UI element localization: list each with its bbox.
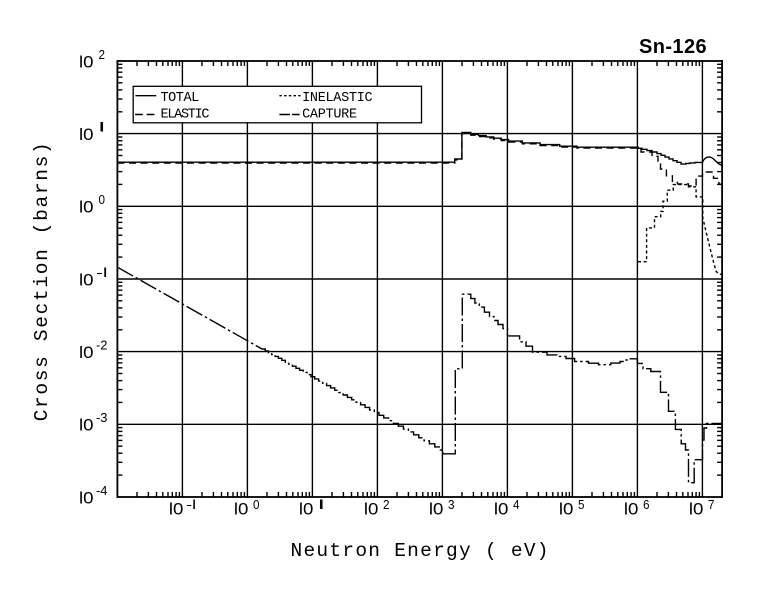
svg-text:l0: l0 bbox=[79, 416, 94, 435]
svg-text:ELASTIC: ELASTIC bbox=[161, 108, 210, 123]
svg-text:l0: l0 bbox=[559, 500, 574, 519]
svg-text:Sn-126: Sn-126 bbox=[639, 36, 707, 58]
svg-text:-l: -l bbox=[96, 265, 108, 280]
svg-text:l0: l0 bbox=[624, 500, 639, 519]
svg-text:-l: -l bbox=[186, 497, 196, 512]
svg-text:l0: l0 bbox=[79, 270, 94, 289]
svg-text:l0: l0 bbox=[79, 198, 94, 217]
svg-text:l0: l0 bbox=[79, 125, 94, 144]
svg-text:l0: l0 bbox=[364, 500, 379, 519]
svg-text:5: 5 bbox=[578, 497, 585, 512]
svg-text:3: 3 bbox=[448, 497, 455, 512]
svg-text:0: 0 bbox=[253, 497, 260, 512]
svg-text:TOTAL: TOTAL bbox=[161, 91, 200, 106]
svg-text:l0: l0 bbox=[79, 343, 94, 362]
svg-text:l0: l0 bbox=[429, 500, 444, 519]
svg-text:l0: l0 bbox=[169, 500, 184, 519]
svg-text:l0: l0 bbox=[234, 500, 249, 519]
svg-text:7: 7 bbox=[708, 497, 715, 512]
svg-text:l0: l0 bbox=[79, 488, 94, 507]
svg-text:l0: l0 bbox=[494, 500, 509, 519]
svg-text:INELASTIC: INELASTIC bbox=[302, 91, 373, 106]
svg-text:Cross Section (barns): Cross Section (barns) bbox=[31, 142, 53, 421]
svg-text:-4: -4 bbox=[96, 483, 108, 498]
svg-text:-3: -3 bbox=[96, 410, 108, 425]
svg-text:l: l bbox=[318, 497, 325, 512]
svg-text:CAPTURE: CAPTURE bbox=[302, 108, 357, 123]
svg-text:l0: l0 bbox=[79, 52, 94, 71]
svg-text:0: 0 bbox=[99, 192, 106, 207]
svg-text:4: 4 bbox=[513, 497, 520, 512]
svg-text:l0: l0 bbox=[689, 500, 704, 519]
svg-text:l: l bbox=[99, 119, 106, 134]
svg-text:Neutron Energy ( eV): Neutron Energy ( eV) bbox=[291, 540, 549, 562]
svg-text:6: 6 bbox=[643, 497, 650, 512]
svg-text:2: 2 bbox=[383, 497, 390, 512]
svg-text:-2: -2 bbox=[96, 337, 108, 352]
svg-text:2: 2 bbox=[99, 47, 106, 62]
svg-text:l0: l0 bbox=[299, 500, 314, 519]
